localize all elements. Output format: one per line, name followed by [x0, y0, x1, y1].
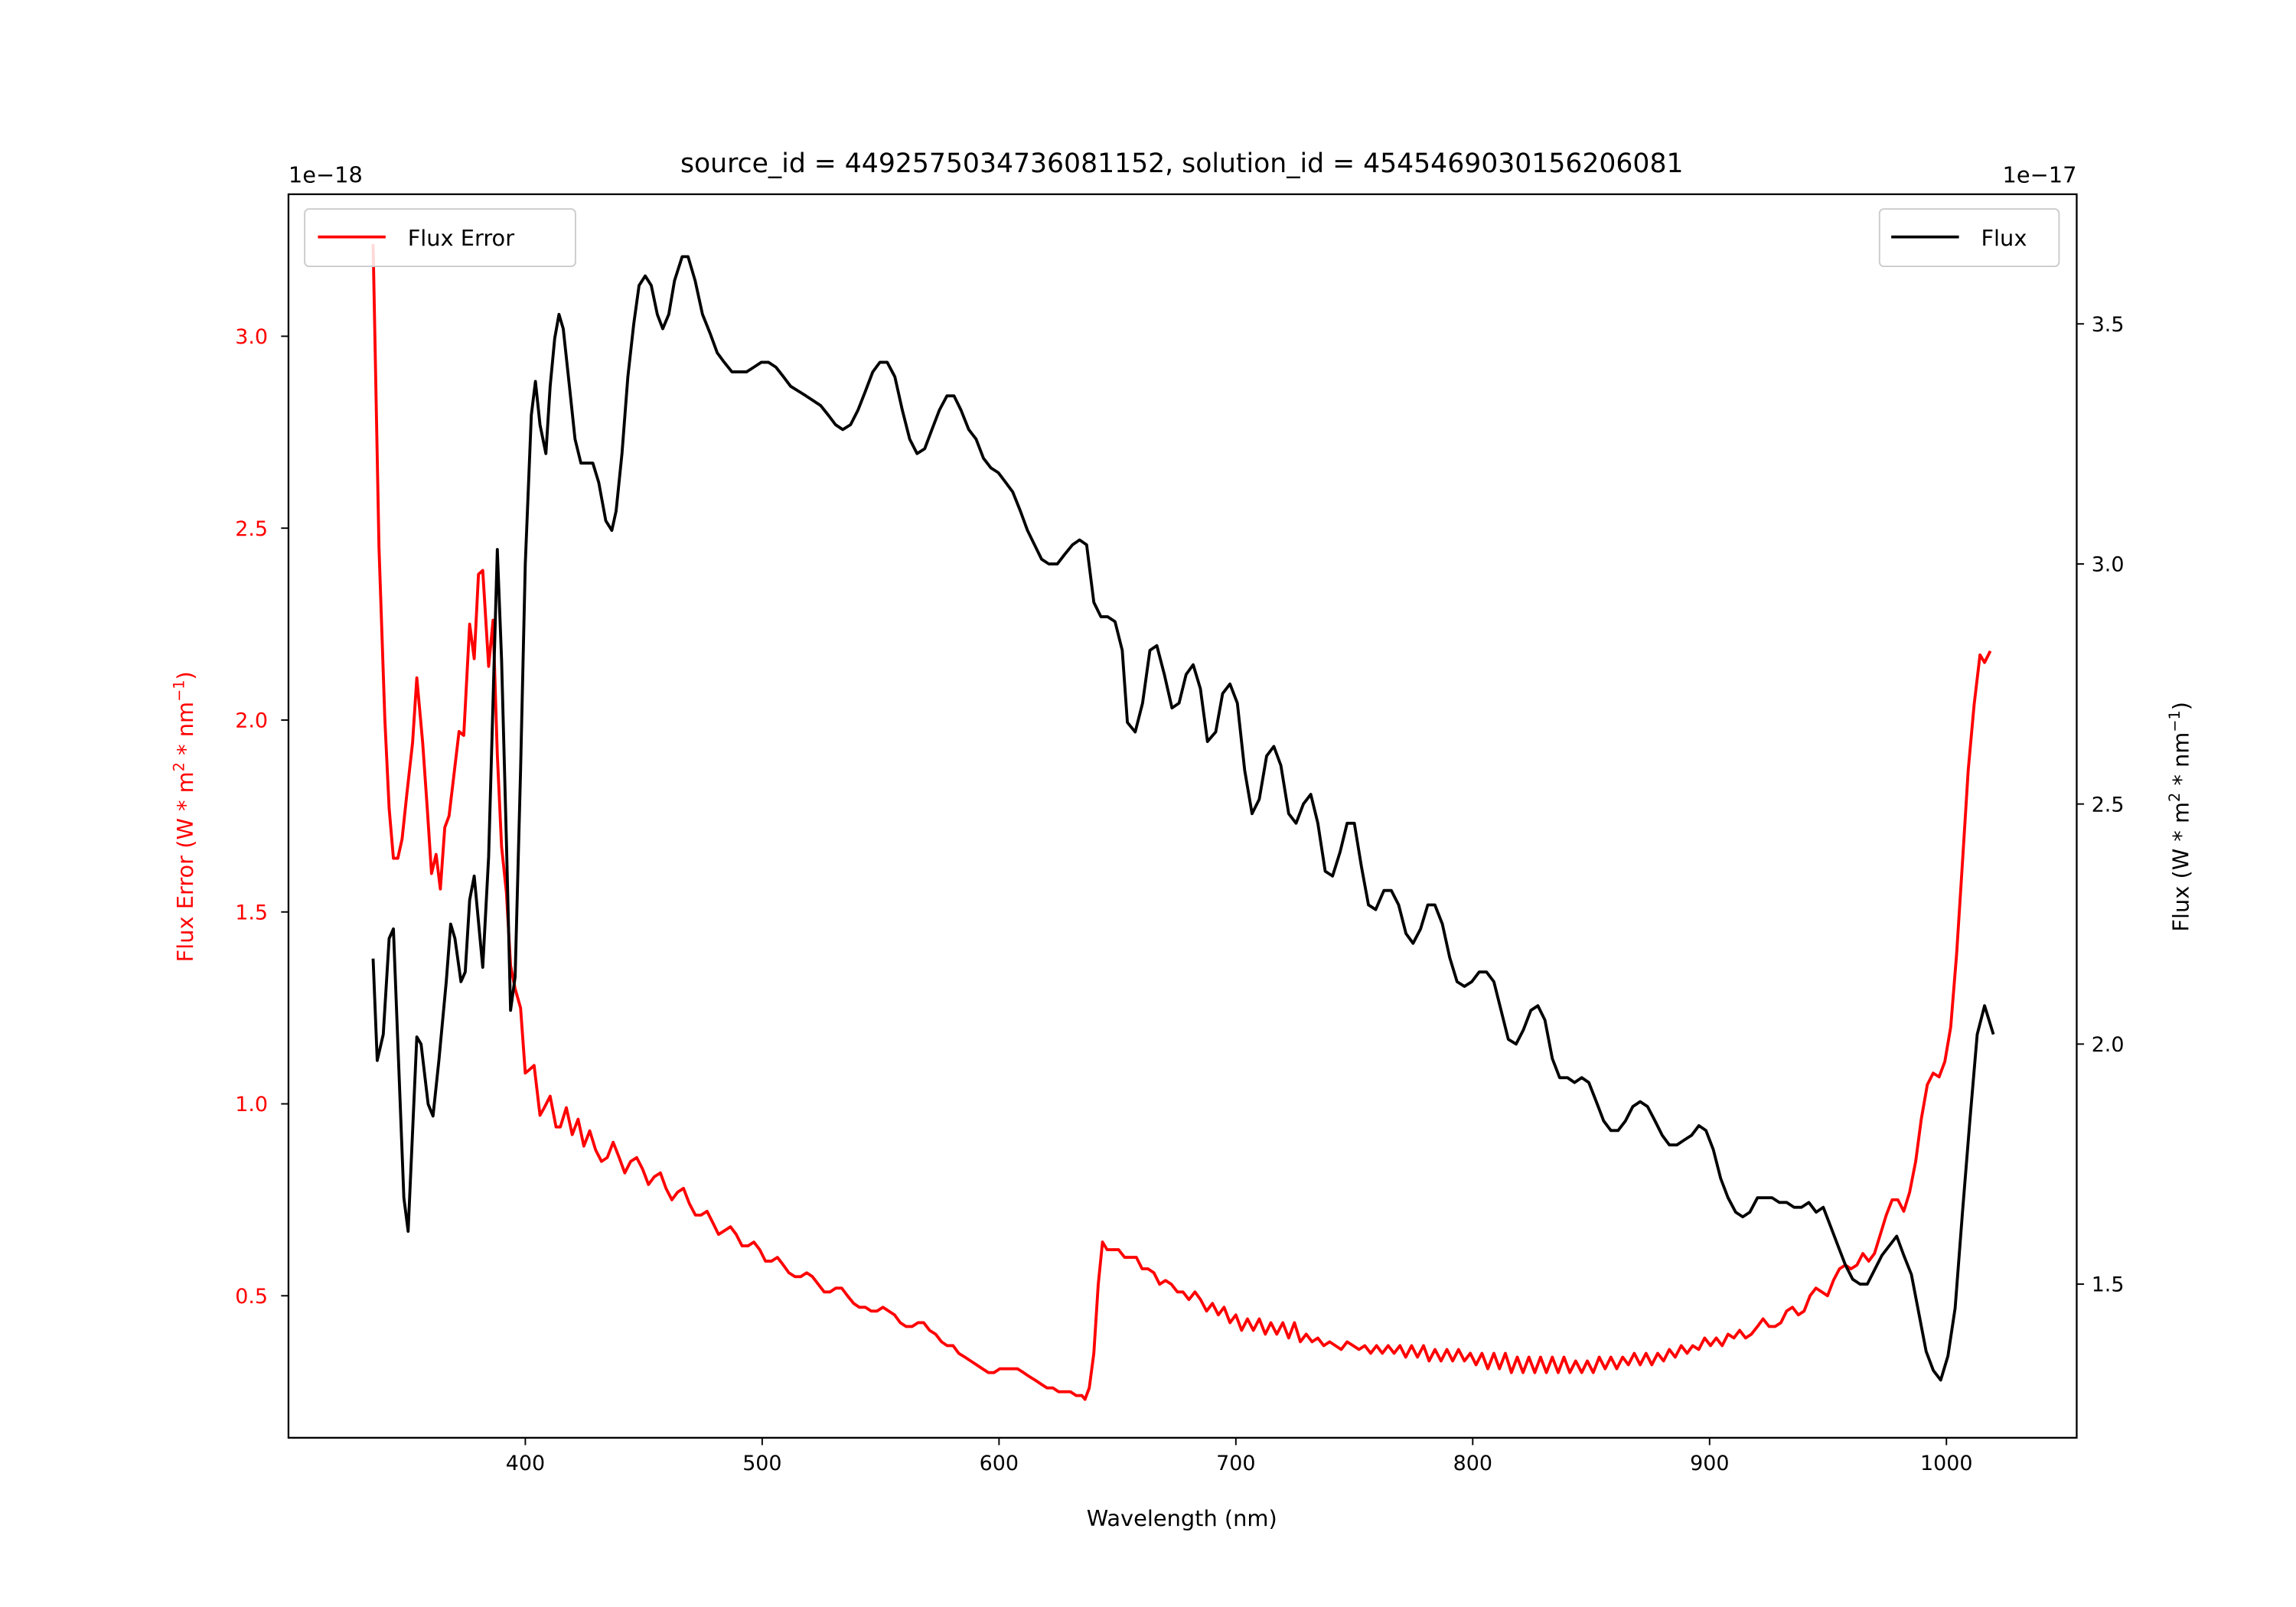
left-y-label-main: Flux Error (W * m: [172, 771, 198, 962]
right-y-tick-label: 3.0: [2092, 553, 2125, 577]
right-y-tick-label: 2.5: [2092, 793, 2125, 817]
series-line-flux-error: [371, 244, 1992, 1401]
right-y-label-sup: 2: [2166, 793, 2183, 802]
left-y-label-sup: 2: [170, 762, 188, 771]
left-y-axis-label: Flux Error (W * m2 * nm−1): [170, 671, 198, 962]
x-tick-label: 800: [1453, 1452, 1492, 1475]
left-y-tick-label: 2.0: [235, 709, 268, 733]
x-axis-label: Wavelength (nm): [1087, 1505, 1277, 1531]
right-y-axis-label: Flux (W * m2 * nm−1): [2166, 702, 2194, 932]
right-y-label-sup2: −1: [2166, 710, 2183, 732]
legend-label-flux-error: Flux Error: [408, 225, 515, 251]
legend-flux-error: Flux Error: [304, 208, 576, 268]
right-y-label-main: Flux (W * m: [2168, 802, 2194, 932]
series-line-flux: [371, 255, 1995, 1382]
left-y-tick-label: 1.5: [235, 901, 268, 924]
x-tick-label: 900: [1690, 1452, 1729, 1475]
plot-frame: [287, 193, 2078, 1439]
left-y-tick-label: 0.5: [235, 1285, 268, 1309]
x-tick-label: 400: [506, 1452, 545, 1475]
chart-title: source_id = 4492575034736081152, solutio…: [680, 148, 1684, 179]
left-offset-text: 1e−18: [289, 161, 363, 187]
x-tick-label: 700: [1216, 1452, 1255, 1475]
legend-box: [304, 208, 576, 268]
left-y-label-end: ): [172, 671, 198, 680]
right-y-tick-label: 3.5: [2092, 313, 2125, 337]
legend-flux: Flux: [1878, 208, 2060, 268]
right-y-tick-label: 2.0: [2092, 1033, 2125, 1057]
x-tick-label: 600: [980, 1452, 1019, 1475]
left-y-tick-label: 2.5: [235, 517, 268, 541]
right-y-label-mid: * nm: [2168, 732, 2194, 793]
x-tick-label: 500: [742, 1452, 781, 1475]
x-tick-label: 1000: [1920, 1452, 1972, 1475]
right-y-tick-label: 1.5: [2092, 1273, 2125, 1297]
series-layer: [371, 244, 1995, 1401]
right-offset-text: 1e−17: [2003, 161, 2077, 187]
right-y-label-end: ): [2168, 702, 2194, 710]
left-y-tick-label: 3.0: [235, 325, 268, 349]
legend-label-flux: Flux: [1981, 225, 2027, 251]
left-y-label-sup2: −1: [170, 680, 188, 702]
left-y-tick-label: 1.0: [235, 1093, 268, 1116]
legend-box: [1878, 208, 2060, 268]
left-y-label-mid: * nm: [172, 702, 198, 762]
tick-layer: 400 500 600 700 800 900 1000 0.5 1.0 1.5 2.0 2.5 3.0…: [235, 313, 2124, 1475]
